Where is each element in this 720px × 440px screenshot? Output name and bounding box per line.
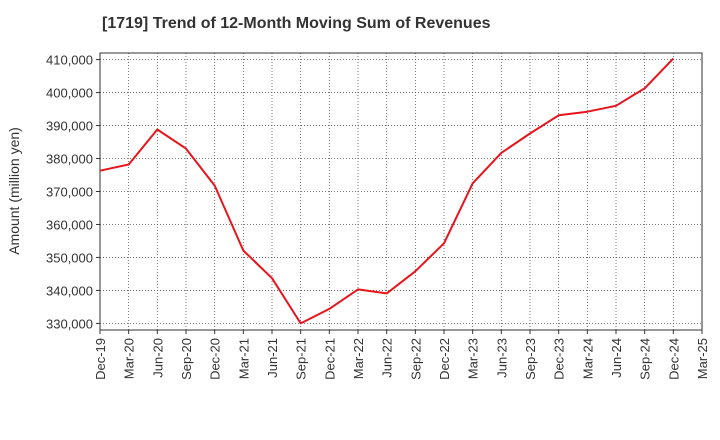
x-tick-label: Sep-24 [638, 338, 653, 380]
x-tick-label: Mar-20 [122, 338, 137, 379]
y-tick-label: 390,000 [46, 119, 93, 134]
chart-title: [1719] Trend of 12-Month Moving Sum of R… [102, 15, 491, 32]
series-layer [99, 57, 675, 325]
x-tick-label: Sep-23 [523, 338, 538, 380]
x-tick-label: Dec-20 [208, 338, 223, 380]
y-tick-label: 330,000 [46, 316, 93, 331]
grid [100, 53, 702, 330]
y-tick-label: 410,000 [46, 53, 93, 68]
x-tick-label: Jun-20 [150, 338, 165, 378]
y-tick-label: 340,000 [46, 283, 93, 298]
x-tick-label: Jun-23 [494, 338, 509, 378]
x-tick-label: Mar-25 [695, 338, 710, 379]
x-tick-label: Dec-23 [552, 338, 567, 380]
series-line [99, 57, 675, 325]
x-tick-label: Dec-19 [93, 338, 108, 380]
x-tick-label: Jun-24 [609, 338, 624, 378]
x-tick-label: Dec-24 [666, 338, 681, 380]
y-tick-label: 350,000 [46, 250, 93, 265]
x-tick-label: Mar-23 [466, 338, 481, 379]
y-tick-label: 380,000 [46, 152, 93, 167]
y-axis-ticks: 330,000 340,000 350,000 360,000 370,000 380,0… [46, 53, 100, 331]
x-tick-label: Sep-20 [179, 338, 194, 380]
x-tick-label: Sep-21 [294, 338, 309, 380]
y-tick-label: 400,000 [46, 86, 93, 101]
y-axis-title: Amount (million yen) [6, 127, 22, 255]
x-axis-ticks: Dec-19 Mar-20 Jun-20 Sep-20 Dec-20 Mar-21 Jun-… [93, 330, 710, 380]
x-tick-label: Mar-21 [236, 338, 251, 379]
x-tick-label: Mar-24 [580, 338, 595, 379]
x-tick-label: Jun-21 [265, 338, 280, 378]
x-tick-label: Dec-21 [322, 338, 337, 380]
x-tick-label: Sep-22 [408, 338, 423, 380]
y-tick-label: 370,000 [46, 185, 93, 200]
x-tick-label: Mar-22 [351, 338, 366, 379]
x-tick-label: Jun-22 [380, 338, 395, 378]
y-tick-label: 360,000 [46, 217, 93, 232]
x-tick-label: Dec-22 [437, 338, 452, 380]
